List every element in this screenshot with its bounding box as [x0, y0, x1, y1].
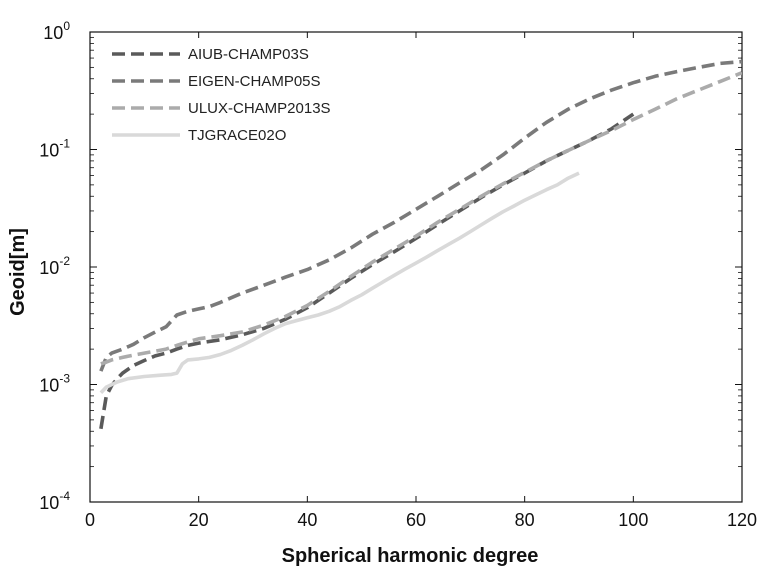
legend-label: TJGRACE02O — [188, 127, 286, 144]
y-tick-label: 10-3 — [39, 372, 70, 396]
x-tick-label: 60 — [406, 510, 426, 530]
y-tick-label: 10-4 — [39, 489, 70, 513]
series-line-tjgrace02o — [99, 171, 580, 395]
series-line-ulux-champ2013s — [100, 71, 742, 366]
y-axis-title: Geoid[m] — [7, 228, 29, 316]
legend-label: EIGEN-CHAMP05S — [188, 73, 321, 90]
x-tick-label: 20 — [189, 510, 209, 530]
y-tick-label: 10-2 — [39, 254, 70, 278]
y-tick-label: 100 — [43, 19, 70, 43]
x-tick-label: 40 — [297, 510, 317, 530]
series-line-eigen-champ05s — [99, 59, 742, 372]
legend-label: AIUB-CHAMP03S — [188, 46, 309, 63]
x-axis-title: Spherical harmonic degree — [282, 545, 539, 567]
series-line-aiub-champ03s — [99, 112, 635, 430]
x-tick-label: 80 — [515, 510, 535, 530]
x-tick-label: 120 — [727, 510, 757, 530]
x-tick-label: 100 — [618, 510, 648, 530]
legend-label: ULUX-CHAMP2013S — [188, 100, 331, 117]
x-tick-label: 0 — [85, 510, 95, 530]
y-tick-label: 10-1 — [39, 137, 70, 161]
